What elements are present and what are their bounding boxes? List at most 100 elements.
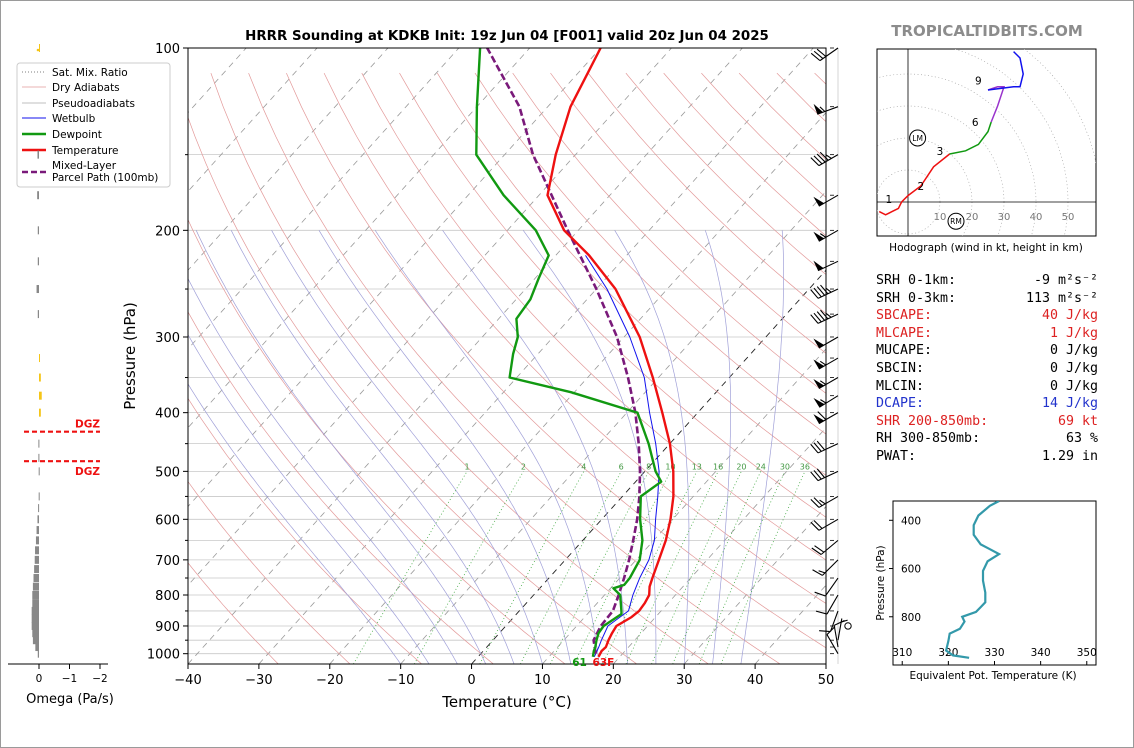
param-row: MLCAPE: 1 J/kg (876, 325, 1098, 343)
wind-barb-staff (818, 154, 839, 167)
wind-barb-feather (841, 619, 848, 623)
param-value: 40 J/kg (1041, 308, 1098, 324)
dry-adiabat-line (512, 72, 826, 394)
pseudoadiabat-line (522, 230, 657, 664)
pseudoadiabat-line (230, 230, 515, 664)
omega-bar (35, 536, 39, 545)
wind-barb-feather (819, 360, 827, 366)
omega-bar (32, 599, 39, 608)
hodograph-height-label: 9 (975, 75, 982, 87)
chart-title: HRRR Sounding at KDKB Init: 19z Jun 04 [… (245, 29, 769, 44)
param-label: SRH 0-1km: (876, 273, 957, 288)
wind-barb-feather (819, 380, 827, 385)
calm-wind-circle (844, 622, 852, 630)
omega-marker (36, 48, 40, 52)
legend-box (16, 62, 171, 188)
y-tick-label: 300 (155, 331, 180, 346)
surface-dewpoint-label: 61 (572, 657, 587, 669)
legend-item: Dry Adiabats (52, 82, 120, 94)
param-row: RH 300-850mb: 63 % (876, 430, 1098, 448)
omega-bar (39, 408, 41, 417)
mixing-ratio-label: 24 (756, 462, 766, 471)
y-tick-label: 900 (155, 620, 180, 635)
y-tick-label: 200 (155, 224, 180, 239)
mixing-ratio-label: 8 (646, 462, 651, 471)
y-tick-label: 700 (155, 554, 180, 569)
omega-bar (35, 546, 39, 555)
x-tick-label: −20 (316, 673, 343, 688)
hodograph-ring-label: 30 (998, 212, 1011, 223)
hodograph-height-label: 6 (972, 117, 979, 129)
wind-barb-flag (813, 414, 825, 424)
pseudoadiabat-line (188, 334, 430, 664)
wind-barb-staff (818, 194, 839, 207)
hodograph-height-label: 3 (937, 146, 944, 158)
wind-barb-feather (813, 497, 823, 507)
wind-barb-staff (826, 634, 839, 654)
watermark-text: TROPICALTIDBITS.COM (891, 22, 1083, 40)
mixing-ratio-label: 1 (465, 462, 470, 471)
storm-motion-label: LM (912, 134, 923, 143)
mixing-ratio-label: 6 (619, 462, 624, 471)
theta-e-x-tick-label: 310 (892, 647, 912, 659)
param-value: 0 J/kg (1049, 360, 1098, 376)
param-row: SRH 0-3km: 113 m²s⁻² (876, 290, 1098, 308)
wind-barb-feather (819, 106, 826, 112)
omega-bar (37, 310, 39, 319)
param-label: DCAPE: (876, 396, 925, 412)
wind-barb-feather (816, 48, 827, 57)
hodograph-ring-label: 10 (934, 212, 947, 223)
skewt-y-axis-label: Pressure (hPa) (121, 302, 139, 410)
wind-barb-feather (810, 52, 821, 62)
pseudoadiabat-line (188, 383, 401, 664)
omega-bar (38, 453, 40, 462)
legend-item-line: Mixed-Layer (52, 160, 117, 172)
y-tick-label: 1000 (147, 648, 180, 663)
dry-adiabat-line (587, 72, 826, 315)
wind-barb-feather (818, 570, 826, 574)
mixing-ratio-line (413, 471, 524, 664)
wind-barb-feather (810, 499, 820, 508)
wind-barb-flag (813, 338, 825, 348)
x-tick-label: 40 (747, 673, 764, 688)
omega-bar (37, 150, 39, 159)
omega-bar (39, 354, 40, 363)
wind-barb-flag (813, 103, 823, 115)
wind-barb-staff (819, 395, 839, 408)
param-row: MUCAPE: 0 J/kg (876, 342, 1098, 360)
param-label: SBCIN: (876, 360, 925, 376)
wind-barb-feather (825, 154, 832, 159)
isotherm-line (329, 112, 826, 664)
series-dewpoint (475, 48, 663, 657)
x-tick-label: −40 (174, 673, 201, 688)
mixing-ratio-line (720, 471, 806, 664)
omega-tick-label: −2 (92, 673, 107, 685)
wind-barb-feather (813, 470, 822, 480)
wind-barb-feather (813, 287, 822, 298)
wind-barb-feather (810, 521, 820, 531)
wind-barbs (810, 47, 852, 664)
wind-barb-staff (818, 495, 839, 508)
wind-barb-staff (817, 443, 839, 454)
param-label: PWAT: (876, 448, 917, 464)
mixing-ratio-line (672, 471, 762, 664)
param-row: SRH 0-1km: -9 m²s⁻² (876, 272, 1098, 290)
param-value: 14 J/kg (1041, 396, 1098, 412)
wind-barb-feather (819, 499, 826, 505)
x-tick-label: −10 (387, 673, 414, 688)
theta-e-frame (892, 500, 1097, 666)
pseudoadiabat-line (374, 230, 600, 664)
omega-tick-label: −1 (62, 673, 77, 685)
dgz-label: DGZ (75, 466, 100, 478)
dry-adiabat-line (399, 72, 826, 518)
omega-bar (32, 590, 39, 599)
param-row: MLCIN: 0 J/kg (876, 378, 1098, 396)
theta-e-x-axis-label: Equivalent Pot. Temperature (K) (909, 670, 1076, 682)
param-value: 63 % (1065, 431, 1098, 447)
dgz-label: DGZ (75, 419, 100, 431)
wind-barb-feather (813, 155, 823, 165)
pseudoadiabat-line (318, 230, 572, 664)
omega-bar (33, 574, 39, 583)
